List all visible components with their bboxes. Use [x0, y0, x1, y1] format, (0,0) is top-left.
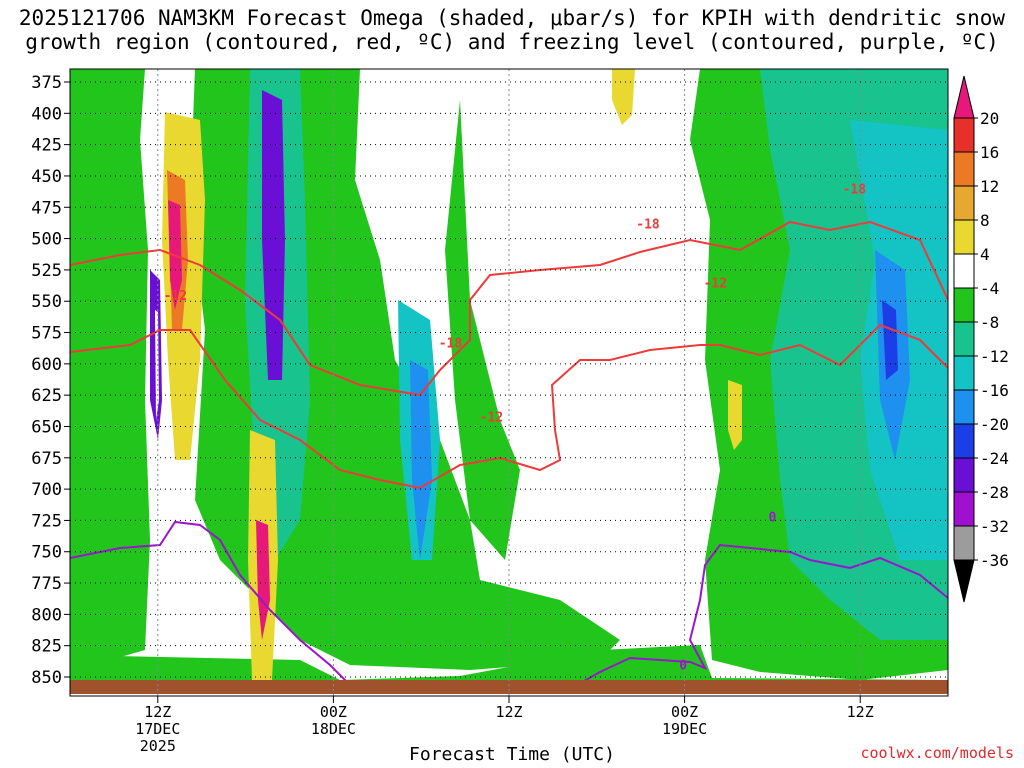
terrain-strip	[70, 680, 948, 694]
contour-label: -12	[704, 276, 727, 291]
y-tick-label: 800	[31, 605, 62, 625]
omega-region-green-low	[70, 645, 948, 686]
y-tick-label: 400	[31, 104, 62, 124]
y-tick-label: 675	[31, 449, 62, 469]
y-tick-label: 525	[31, 261, 62, 281]
y-tick-label: 600	[31, 355, 62, 375]
x-tick-label: 12Z	[495, 703, 522, 721]
omega-region-green-strip	[445, 100, 520, 560]
colorbar-label: 16	[980, 143, 999, 162]
x-tick-label: 00Z	[320, 703, 347, 721]
watermark-text: coolwx.com/models	[860, 744, 1014, 762]
colorbar-swatch	[953, 253, 975, 289]
contour-minus12-lower	[70, 323, 948, 490]
x-tick-label: 19DEC	[662, 720, 707, 738]
contour-label: 0	[768, 511, 776, 526]
colorbar-swatch	[953, 321, 975, 357]
colorbar-top-arrow	[953, 75, 975, 119]
y-tick-label: 850	[31, 668, 62, 688]
x-tick-label: 2025	[140, 737, 176, 755]
chart-title: 2025121706 NAM3KM Forecast Omega (shaded…	[0, 6, 1024, 54]
colorbar-label: -20	[980, 415, 1009, 434]
contour-label: -18	[843, 182, 867, 197]
colorbar-swatch	[953, 355, 975, 391]
y-tick-label: 775	[31, 574, 62, 594]
y-tick-label: 450	[31, 167, 62, 187]
y-tick-label: 425	[31, 136, 62, 156]
colorbar-swatch	[953, 389, 975, 425]
y-tick-label: 750	[31, 543, 62, 563]
y-tick-label: 650	[31, 417, 62, 437]
title-line-1: 2025121706 NAM3KM Forecast Omega (shaded…	[18, 6, 1006, 30]
colorbar-label: 8	[980, 211, 990, 230]
x-tick-label: 17DEC	[135, 720, 180, 738]
omega-region-purple-core	[262, 90, 285, 380]
omega-region-magenta-low	[256, 520, 270, 640]
contour-label: 0	[679, 658, 687, 673]
colorbar-label: -24	[980, 449, 1009, 468]
colorbar-label: 4	[980, 245, 990, 264]
x-tick-label: 12Z	[847, 703, 874, 721]
contour-label-group: -12 -18 -12 -18 -12 -18 0 0	[164, 182, 867, 673]
omega-region-yellow-top	[612, 69, 635, 125]
y-tick-label: 725	[31, 511, 62, 531]
x-tick-label: 12Z	[144, 703, 171, 721]
colorbar-swatch	[953, 423, 975, 459]
colorbar-swatch	[953, 185, 975, 221]
x-axis-title: Forecast Time (UTC)	[409, 744, 615, 765]
colorbar-bottom-arrow	[953, 559, 975, 603]
y-tick-label: 500	[31, 230, 62, 250]
y-tick-label: 375	[31, 73, 62, 93]
y-tick-label: 550	[31, 292, 62, 312]
omega-shading	[70, 69, 948, 686]
y-axis: 375 400 425 450 475 500 525 550 575 600 625 650 675 7…	[31, 73, 70, 688]
y-tick-label: 825	[31, 637, 62, 657]
colorbar-swatch	[953, 525, 975, 561]
y-tick-label: 575	[31, 324, 62, 344]
colorbar-swatch	[953, 457, 975, 493]
colorbar-label: -16	[980, 381, 1009, 400]
contour-label: -12	[164, 289, 187, 304]
x-tick-label: 18DEC	[311, 720, 356, 738]
colorbar-label: -28	[980, 483, 1009, 502]
colorbar-label: -8	[980, 313, 999, 332]
colorbar: 20 16 12 8 4 -4 -8 -12 -16 -20 -24 -28 -32 -36	[953, 75, 1009, 603]
colorbar-label: -4	[980, 279, 999, 298]
y-tick-label: 700	[31, 480, 62, 500]
contour-minus18-upper	[70, 220, 948, 397]
colorbar-swatch	[953, 491, 975, 527]
y-tick-label: 625	[31, 386, 62, 406]
colorbar-label: -32	[980, 517, 1009, 536]
colorbar-swatch	[953, 117, 975, 153]
contour-label: -18	[636, 218, 660, 233]
contour-label: -12	[480, 410, 503, 425]
colorbar-swatch	[953, 151, 975, 187]
colorbar-label: 20	[980, 109, 999, 128]
contour-label: -18	[439, 337, 463, 352]
omega-region-deepblue-late	[882, 300, 898, 380]
x-tick-label: 00Z	[671, 703, 698, 721]
omega-region-green-early	[70, 69, 150, 665]
colorbar-swatch	[953, 219, 975, 255]
omega-region-blue-mid	[410, 360, 432, 560]
colorbar-label: -36	[980, 551, 1009, 570]
contour-freezing-level-early	[70, 520, 356, 691]
title-line-2: growth region (contoured, red, ºC) and f…	[25, 30, 999, 54]
colorbar-swatch	[953, 287, 975, 323]
colorbar-label: 12	[980, 177, 999, 196]
colorbar-label: -12	[980, 347, 1009, 366]
omega-region-white-gap	[155, 310, 159, 420]
y-tick-label: 475	[31, 198, 62, 218]
omega-region-yellow-late	[728, 380, 742, 450]
